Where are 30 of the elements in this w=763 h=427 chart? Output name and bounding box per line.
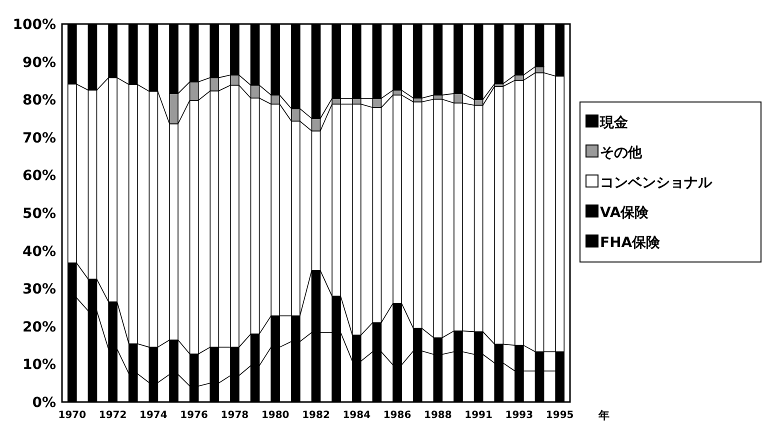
y-tick-label: 0% [32, 395, 56, 411]
y-tick-label: 100% [12, 17, 56, 33]
x-tick-label: 1984 [342, 410, 371, 421]
legend-label: VA保険 [600, 205, 650, 221]
y-tick-label: 50% [22, 206, 56, 222]
x-tick-label: 1982 [302, 410, 330, 421]
x-tick-label: 1974 [140, 410, 168, 421]
x-tick-label: 1995 [546, 410, 574, 421]
y-tick-label: 30% [22, 282, 56, 298]
x-tick-label: 1986 [383, 410, 412, 421]
y-tick-label: 90% [22, 54, 56, 71]
x-tick-label: 1970 [58, 410, 86, 421]
x-tick-label: 1980 [261, 410, 290, 421]
x-axis-title: 年 [598, 409, 610, 422]
x-tick-label: 1976 [180, 410, 208, 421]
x-tick-label: 1978 [220, 410, 249, 421]
legend-label: FHA保険 [600, 235, 662, 251]
y-tick-label: 80% [22, 92, 56, 109]
x-tick-label: 1972 [98, 410, 127, 421]
y-tick-label: 40% [22, 244, 56, 260]
legend-label: コンベンショナル [600, 175, 713, 191]
legend-label: 現金 [599, 115, 629, 131]
y-tick-label: 70% [22, 130, 56, 146]
legend-label: その他 [600, 145, 643, 161]
x-tick-label: 1991 [464, 410, 493, 421]
x-tick-label: 1993 [505, 410, 534, 421]
x-tick-label: 1988 [424, 410, 452, 421]
y-tick-label: 20% [22, 319, 56, 336]
y-tick-label: 10% [22, 357, 56, 374]
y-tick-label: 60% [22, 168, 56, 184]
